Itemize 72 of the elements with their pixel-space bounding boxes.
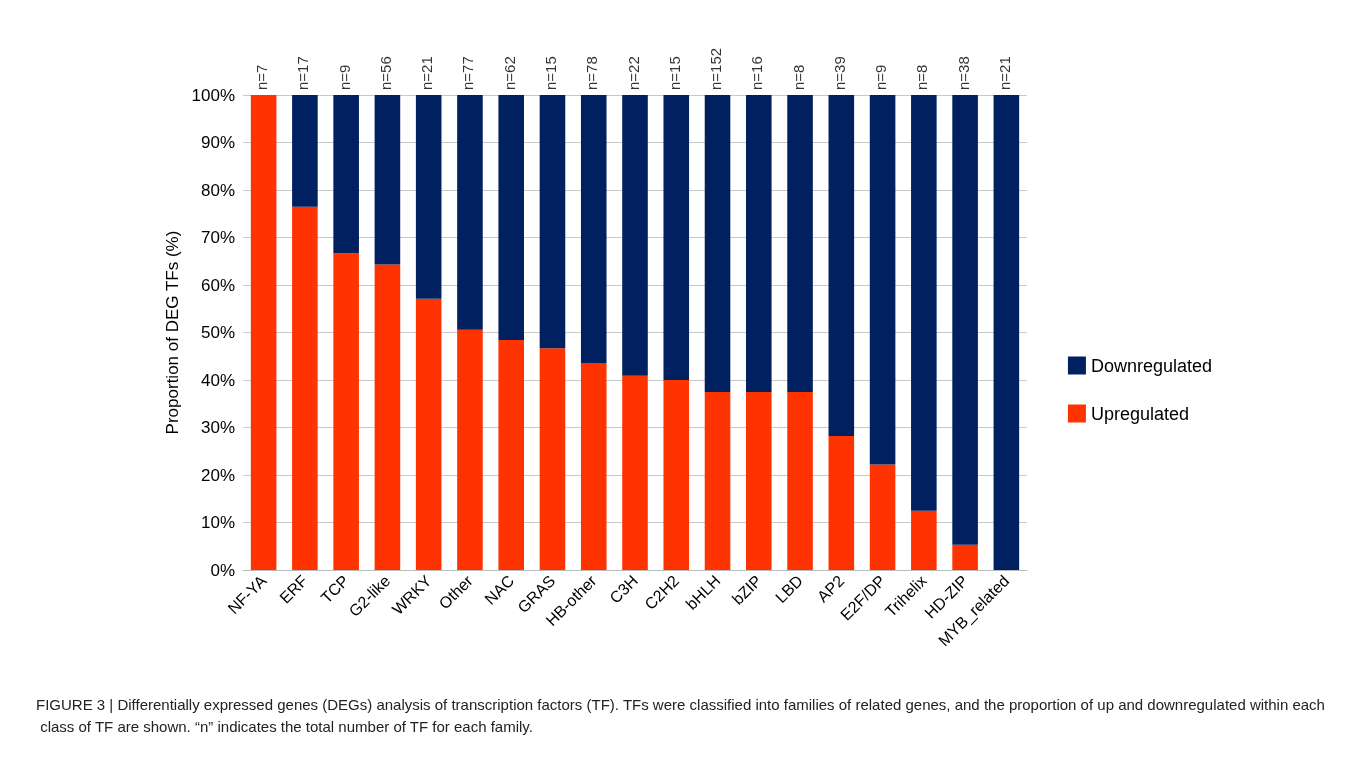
bar (415, 298, 442, 570)
annotation: n=15 (665, 56, 683, 90)
bar (704, 95, 731, 392)
bar (580, 362, 607, 570)
y-tick-label: 90% (200, 133, 235, 152)
annotation: n=7 (253, 64, 271, 90)
bar (539, 348, 566, 570)
y-tick-label: 80% (200, 180, 235, 200)
y-tick-label: 20% (200, 465, 235, 485)
bar (292, 206, 318, 570)
bar (869, 464, 896, 570)
annotation: n=152 (707, 47, 725, 90)
y-tick-label: 100% (191, 85, 235, 105)
annotation: n=21 (995, 56, 1013, 90)
bar (704, 391, 731, 570)
bar (746, 95, 772, 392)
annotation: n=8 (789, 64, 807, 90)
y-tick-label: 30% (200, 418, 235, 437)
bar (374, 264, 401, 570)
bar (457, 329, 483, 570)
bar (787, 391, 813, 570)
legend-label: Downregulated (1090, 355, 1212, 376)
bar (869, 95, 896, 465)
annotation: n=9 (335, 64, 353, 90)
annotation: n=62 (500, 56, 518, 90)
annotation: n=22 (624, 56, 642, 90)
annotation: n=16 (748, 56, 766, 90)
bar (993, 95, 1020, 570)
y-tick-label: 60% (200, 275, 235, 295)
y-tick-label: 40% (200, 370, 235, 390)
annotation: n=39 (830, 56, 848, 90)
y-tick-label: 70% (200, 228, 235, 247)
annotation: n=9 (872, 64, 890, 90)
bar (952, 544, 978, 570)
bar (539, 95, 566, 349)
bar (952, 95, 978, 545)
bar (911, 95, 937, 511)
caption: FIGURE 3 | Differentially expressed genes (DEGs) analysis of transcription factors (TF). TFs were classified into families of related genes, and the proportion of up and downregulated within each class of TF are shown. “n” indicates the total number of TF for each family. (36, 695, 1325, 735)
bar (580, 95, 607, 363)
y-tick-label: 50% (200, 323, 235, 342)
y-axis-title: Proportion of DEG TFs (%) (162, 230, 182, 435)
bar (663, 95, 690, 380)
y-tick-label: 10% (200, 513, 235, 532)
legend-label: Upregulated (1090, 403, 1189, 424)
annotation: n=38 (954, 56, 972, 90)
y-tick-label: 0% (210, 560, 235, 580)
bar (746, 391, 772, 570)
bar (250, 95, 277, 570)
annotation: n=8 (913, 64, 931, 90)
annotation: n=78 (583, 56, 601, 90)
bar (374, 95, 401, 265)
bar (333, 95, 359, 254)
bar (415, 95, 442, 299)
bar (333, 253, 359, 570)
bar (828, 436, 855, 570)
bar (663, 380, 690, 570)
annotation: n=15 (541, 56, 559, 90)
annotation: n=17 (294, 56, 312, 90)
annotation: n=77 (459, 56, 477, 90)
bar (457, 95, 483, 330)
annotation: n=56 (376, 56, 394, 90)
bar (292, 95, 318, 207)
bar (622, 95, 648, 376)
bar (828, 95, 855, 437)
bar (498, 95, 524, 341)
bar (911, 510, 937, 570)
annotation: n=21 (418, 56, 436, 90)
bar (622, 375, 648, 570)
x-tick-label: LBD (772, 571, 807, 607)
bar (787, 95, 813, 392)
x-tick-label: C3H (606, 571, 642, 607)
bar (498, 340, 524, 570)
